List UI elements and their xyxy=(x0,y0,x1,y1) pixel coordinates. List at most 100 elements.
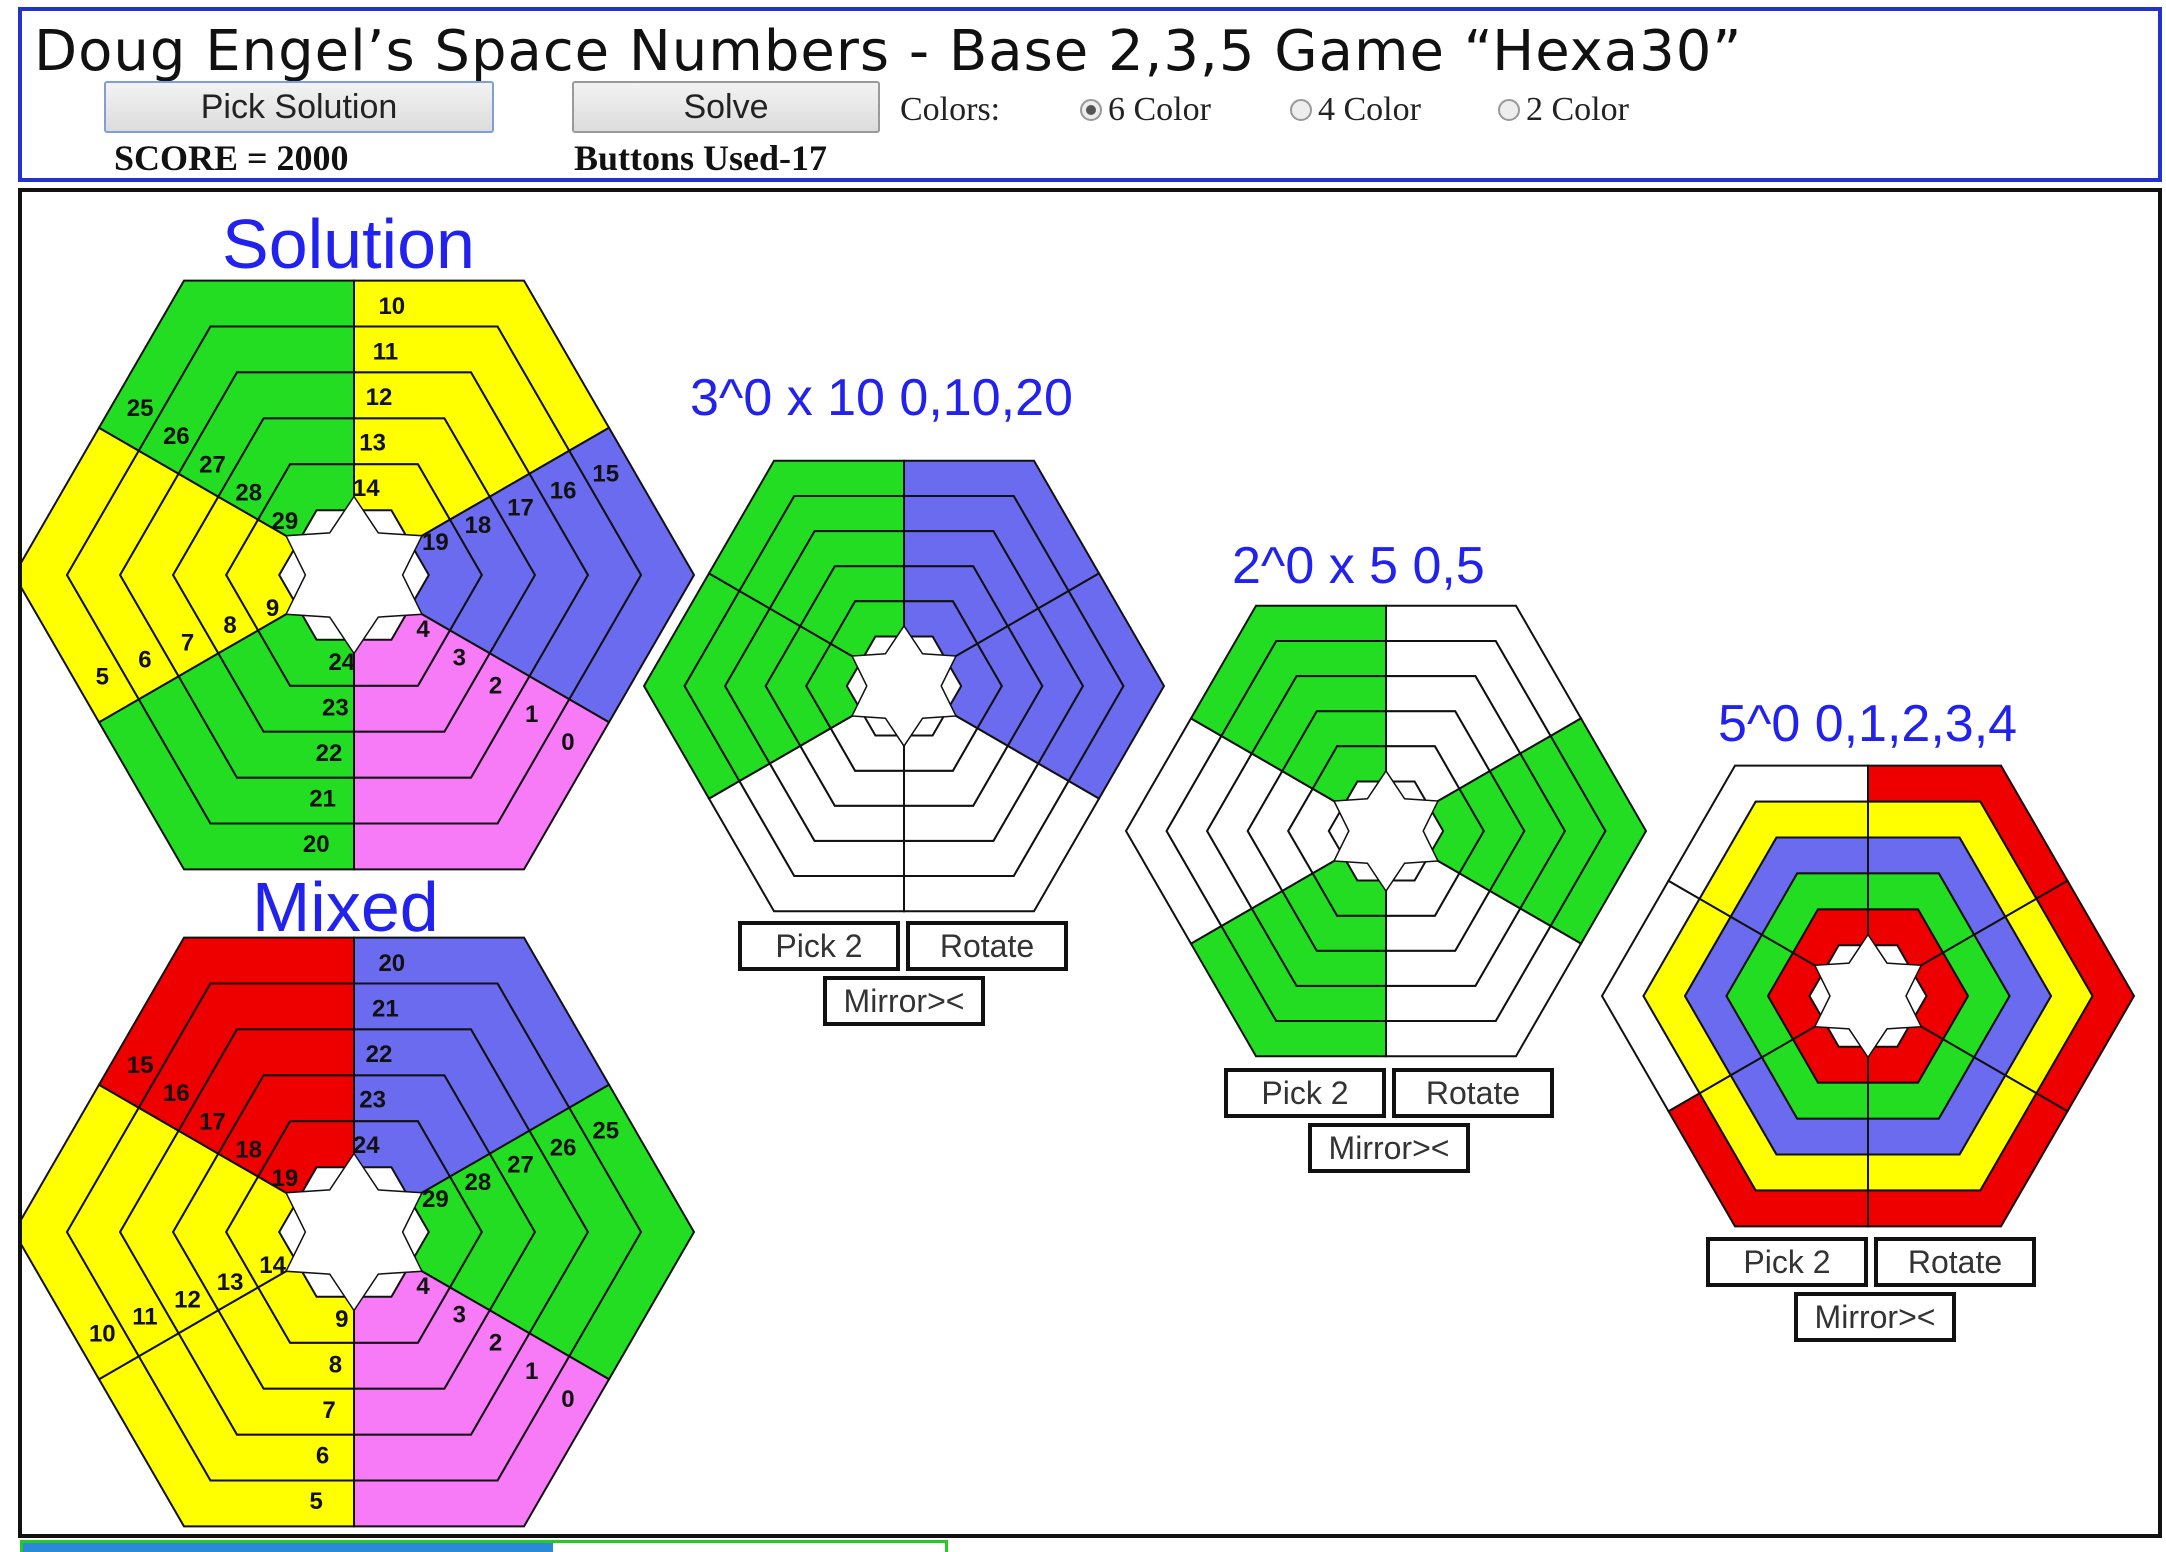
mixed-wheel-number-label: 0 xyxy=(561,1386,574,1413)
mixed-wheel-number-label: 13 xyxy=(217,1269,244,1296)
puzzle3-mirror-button[interactable]: Mirror>< xyxy=(1794,1292,1956,1342)
solution-wheel-number-label: 29 xyxy=(272,508,299,535)
mixed-wheel-number-label: 16 xyxy=(163,1080,190,1107)
solution-wheel-number-label: 23 xyxy=(322,694,349,721)
puzzle1-wheel-center-star-icon xyxy=(850,624,958,748)
solution-wheel-number-label: 25 xyxy=(127,395,154,422)
puzzle2-wheel-center-star-icon xyxy=(1332,769,1440,893)
solution-wheel-number-label: 0 xyxy=(561,729,574,756)
game-board: 10 11 12 13 14 15 16 17 18 19 0 1 2 3 4 20 21 22 23 24 5 6 7 8 9… xyxy=(18,188,2162,1538)
mixed-wheel-number-label: 25 xyxy=(592,1117,619,1144)
mixed-wheel: 2021222324252627282901234567891011121314… xyxy=(22,936,696,1528)
puzzle2-wheel xyxy=(1124,604,1648,1058)
solution-wheel-number-label: 2 xyxy=(489,673,502,700)
solution-wheel-number-label: 8 xyxy=(223,612,236,639)
solution-wheel: 1011121314151617181901234202122232456789… xyxy=(22,279,696,871)
radio-dot-icon[interactable] xyxy=(1290,99,1312,121)
solution-wheel-number-label: 14 xyxy=(353,475,380,502)
progress-bar-fill xyxy=(23,1543,553,1552)
solution-wheel-number-label: 13 xyxy=(359,430,386,457)
mixed-wheel-number-label: 23 xyxy=(359,1087,386,1114)
solution-wheel-number-label: 12 xyxy=(366,384,393,411)
radio-6-color-label: 6 Color xyxy=(1108,91,1211,128)
puzzle2-rotate-button[interactable]: Rotate xyxy=(1392,1068,1554,1118)
puzzle1-rotate-button[interactable]: Rotate xyxy=(906,921,1068,971)
solution-wheel-number-label: 11 xyxy=(373,339,398,366)
solution-wheel-number-label: 17 xyxy=(507,495,534,522)
solution-wheel-number-label: 1 xyxy=(525,701,538,728)
mixed-wheel-number-label: 29 xyxy=(422,1186,449,1213)
solution-wheel-number-label: 7 xyxy=(181,629,194,656)
radio-dot-icon[interactable] xyxy=(1080,99,1102,121)
mixed-wheel-number-label: 6 xyxy=(316,1442,329,1469)
radio-6-color[interactable]: 6 Color xyxy=(1080,91,1211,129)
mixed-wheel-number-label: 5 xyxy=(310,1488,323,1515)
mixed-wheel-number-label: 4 xyxy=(416,1273,430,1300)
puzzle2-pick2-button[interactable]: Pick 2 xyxy=(1224,1068,1386,1118)
mixed-wheel-center-star-icon xyxy=(284,1152,424,1312)
mixed-wheel-number-label: 9 xyxy=(335,1306,348,1333)
solution-wheel-number-label: 20 xyxy=(303,831,330,858)
mixed-wheel-number-label: 24 xyxy=(353,1132,380,1159)
solution-wheel-number-label: 24 xyxy=(328,649,355,676)
radio-2-color[interactable]: 2 Color xyxy=(1498,91,1629,129)
puzzle3-wheel xyxy=(1600,764,2136,1228)
buttons-used-text: Buttons Used-17 xyxy=(574,138,828,178)
puzzle2-mirror-button[interactable]: Mirror>< xyxy=(1308,1123,1470,1173)
board-canvas: 1011121314151617181901234202122232456789… xyxy=(22,279,2136,1528)
page-title: Doug Engel’s Space Numbers - Base 2,3,5 … xyxy=(34,19,1743,84)
puzzle1-heading: 3^0 x 10 0,10,20 xyxy=(690,369,1073,427)
solution-wheel-number-label: 22 xyxy=(316,740,343,767)
solution-wheel-number-label: 27 xyxy=(199,451,226,478)
mixed-wheel-number-label: 1 xyxy=(525,1358,538,1385)
mixed-wheel-number-label: 28 xyxy=(465,1169,492,1196)
puzzle3-heading: 5^0 0,1,2,3,4 xyxy=(1718,695,2018,753)
mixed-wheel-number-label: 27 xyxy=(507,1152,534,1179)
mixed-wheel-number-label: 15 xyxy=(127,1052,154,1079)
radio-4-color-label: 4 Color xyxy=(1318,91,1421,128)
solution-wheel-number-label: 3 xyxy=(453,644,466,671)
mixed-wheel-number-label: 11 xyxy=(132,1304,157,1331)
mixed-wheel-number-label: 26 xyxy=(550,1135,577,1162)
score-text: SCORE = 2000 xyxy=(114,138,349,178)
solution-wheel-number-label: 19 xyxy=(422,529,449,556)
puzzle1-mirror-button[interactable]: Mirror>< xyxy=(823,976,985,1026)
solution-wheel-center-star-icon xyxy=(284,495,424,655)
mixed-wheel-number-label: 8 xyxy=(329,1351,342,1378)
mixed-wheel-number-label: 7 xyxy=(322,1397,335,1424)
mixed-wheel-number-label: 10 xyxy=(89,1321,116,1348)
mixed-wheel-number-label: 17 xyxy=(199,1108,226,1135)
colors-label: Colors: xyxy=(900,91,1001,128)
mixed-wheel-number-label: 22 xyxy=(366,1041,393,1068)
mixed-wheel-number-label: 3 xyxy=(453,1301,466,1328)
radio-2-color-label: 2 Color xyxy=(1526,91,1629,128)
puzzle2-heading: 2^0 x 5 0,5 xyxy=(1232,537,1485,595)
mixed-wheel-number-label: 18 xyxy=(235,1137,262,1164)
mixed-wheel-number-label: 19 xyxy=(272,1165,299,1192)
radio-dot-icon[interactable] xyxy=(1498,99,1520,121)
solution-wheel-number-label: 26 xyxy=(163,423,190,450)
puzzle1-pick2-button[interactable]: Pick 2 xyxy=(738,921,900,971)
solution-wheel-number-label: 21 xyxy=(309,785,336,812)
puzzle3-rotate-button[interactable]: Rotate xyxy=(1874,1237,2036,1287)
puzzle3-pick2-button[interactable]: Pick 2 xyxy=(1706,1237,1868,1287)
solution-wheel-number-label: 18 xyxy=(465,512,492,539)
pick-solution-button[interactable]: Pick Solution xyxy=(104,81,494,133)
solution-heading: Solution xyxy=(222,205,475,283)
solution-wheel-number-label: 5 xyxy=(96,664,109,691)
solution-wheel-number-label: 16 xyxy=(550,478,577,505)
header-panel: Doug Engel’s Space Numbers - Base 2,3,5 … xyxy=(18,7,2162,182)
solution-wheel-number-label: 28 xyxy=(235,480,262,507)
solution-wheel-number-label: 10 xyxy=(378,293,405,320)
solution-wheel-number-label: 15 xyxy=(592,460,619,487)
solution-wheel-number-label: 4 xyxy=(416,616,430,643)
mixed-wheel-number-label: 12 xyxy=(174,1286,201,1313)
mixed-heading: Mixed xyxy=(252,868,439,946)
mixed-wheel-number-label: 2 xyxy=(489,1330,502,1357)
solution-wheel-number-label: 6 xyxy=(138,647,151,674)
solution-wheel-number-label: 9 xyxy=(266,595,279,622)
solve-button[interactable]: Solve xyxy=(572,81,880,133)
mixed-wheel-number-label: 20 xyxy=(378,950,405,977)
mixed-wheel-number-label: 21 xyxy=(372,996,399,1023)
radio-4-color[interactable]: 4 Color xyxy=(1290,91,1421,129)
